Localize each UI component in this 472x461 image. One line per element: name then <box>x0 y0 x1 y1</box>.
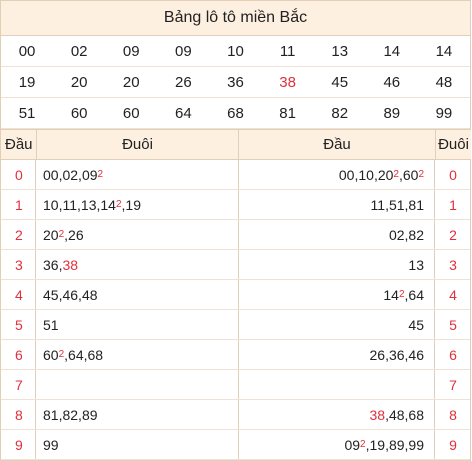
lotto-number: 00 <box>1 36 54 67</box>
dau-right-cell: 26, 36, 46 <box>239 340 435 369</box>
dau-left-cell: 3 <box>1 250 36 279</box>
duoi-right-cell: 3 <box>449 256 457 273</box>
dau-right-cell: 13 <box>239 250 435 279</box>
dau-right-cell: 09 2, 19, 89, 99 <box>239 430 435 459</box>
dau-left-cell: 4 <box>1 280 36 309</box>
duoi-left-cell: 10, 11, 13, 14 2, 19 <box>43 196 141 213</box>
head-tail-header: Đầu Đuôi Đầu Đuôi <box>1 129 471 160</box>
duoi-right-cell: 4 <box>449 286 457 303</box>
column-divider <box>238 220 239 249</box>
duoi-right-cell: 0 <box>449 166 457 183</box>
duoi-left-cell: 00, 02, 09 2 <box>43 166 104 183</box>
lotto-number: 09 <box>157 36 210 67</box>
lotto-number: 45 <box>313 67 366 98</box>
table-row: 5 51 45 5 <box>1 310 470 340</box>
dau-left-cell: 1 <box>1 190 36 219</box>
lotto-number: 36 <box>209 67 262 98</box>
duoi-left-cell: 20 2, 26 <box>43 226 84 243</box>
dau-right-cell: 00, 10, 20 2, 60 2 <box>239 160 435 189</box>
lotto-number: 02 <box>53 36 106 67</box>
column-divider <box>238 190 239 219</box>
lotto-number: 38 <box>261 67 314 98</box>
dau-left-cell: 0 <box>1 160 36 189</box>
dau-left-cell: 7 <box>1 370 36 399</box>
column-divider <box>238 430 239 459</box>
duoi-left-cell: 81, 82, 89 <box>43 406 98 423</box>
head-tail-rows: 0 00, 02, 09 2 00, 10, 20 2, 60 2 0 1 10, 11, 13… <box>1 160 470 460</box>
lotto-number: 26 <box>157 67 210 98</box>
duoi-right-cell: 9 <box>449 436 457 453</box>
dau-left-cell: 8 <box>1 400 36 429</box>
duoi-left-cell: 60 2, 64, 68 <box>43 346 104 363</box>
duoi-left-cell: 45, 46, 48 <box>43 286 98 303</box>
dau-left-cell: 9 <box>1 430 36 459</box>
lotto-number: 64 <box>157 98 210 129</box>
lotto-number: 11 <box>261 36 314 67</box>
duoi-right-cell: 6 <box>449 346 457 363</box>
duoi-left-cell: 99 <box>43 436 59 453</box>
lotto-number: 99 <box>417 98 470 129</box>
lotto-number: 81 <box>261 98 314 129</box>
lotto-number: 89 <box>365 98 418 129</box>
table-row: 0 00, 02, 09 2 00, 10, 20 2, 60 2 0 <box>1 160 470 190</box>
dau-left-cell: 2 <box>1 220 36 249</box>
dau-right-cell: 11, 51, 81 <box>239 190 435 219</box>
lotto-number: 14 <box>417 36 470 67</box>
column-divider <box>238 160 239 189</box>
dau-left-cell: 6 <box>1 340 36 369</box>
table-row: 8 81, 82, 89 38, 48, 68 8 <box>1 400 470 430</box>
duoi-right-cell: 1 <box>449 196 457 213</box>
column-divider <box>238 280 239 309</box>
dau-right-cell <box>239 370 435 399</box>
duoi-right-header: Đuôi <box>435 130 471 160</box>
column-divider <box>238 400 239 429</box>
table-row: 4 45, 46, 48 14 2, 64 4 <box>1 280 470 310</box>
lotto-number: 20 <box>105 67 158 98</box>
table-row: 9 99 09 2, 19, 89, 99 9 <box>1 430 470 460</box>
lotto-number: 82 <box>313 98 366 129</box>
dau-right-cell: 14 2, 64 <box>239 280 435 309</box>
dau-right-header: Đầu <box>239 130 435 160</box>
lotto-number: 48 <box>417 67 470 98</box>
lotto-number-grid: 00 02 09 09 10 11 13 14 14 19 20 20 26 36 38 45 46 48 51 60… <box>1 36 470 129</box>
duoi-right-cell: 2 <box>449 226 457 243</box>
dau-right-cell: 45 <box>239 310 435 339</box>
duoi-right-cell: 8 <box>449 406 457 423</box>
lotto-number: 13 <box>313 36 366 67</box>
table-row: 1 10, 11, 13, 14 2, 19 11, 51, 81 1 <box>1 190 470 220</box>
duoi-right-cell: 7 <box>449 376 457 393</box>
duoi-left-cell: 51 <box>43 316 59 333</box>
table-row: 2 20 2, 26 02, 82 2 <box>1 220 470 250</box>
duoi-left-header: Đuôi <box>36 130 238 160</box>
dau-left-header: Đầu <box>1 130 36 160</box>
column-divider <box>238 250 239 279</box>
duoi-left-cell <box>36 370 238 399</box>
duoi-right-cell: 5 <box>449 316 457 333</box>
table-title: Bảng lô tô miền Bắc <box>1 1 470 36</box>
dau-left-cell: 5 <box>1 310 36 339</box>
column-divider <box>238 340 239 369</box>
column-divider <box>238 370 239 399</box>
column-divider <box>238 310 239 339</box>
table-row: 6 60 2, 64, 68 26, 36, 46 6 <box>1 340 470 370</box>
dau-right-cell: 02, 82 <box>239 220 435 249</box>
lotto-number: 19 <box>1 67 54 98</box>
lotto-number: 20 <box>53 67 106 98</box>
lotto-number: 09 <box>105 36 158 67</box>
dau-right-cell: 38, 48, 68 <box>239 400 435 429</box>
column-divider <box>238 130 239 160</box>
lotto-number: 60 <box>105 98 158 129</box>
lotto-number: 60 <box>53 98 106 129</box>
lotto-number: 14 <box>365 36 418 67</box>
duoi-left-cell: 36, 38 <box>43 256 79 273</box>
lotto-number: 51 <box>1 98 54 129</box>
lotto-number: 46 <box>365 67 418 98</box>
lotto-number: 10 <box>209 36 262 67</box>
lotto-number: 68 <box>209 98 262 129</box>
table-row: 3 36, 38 13 3 <box>1 250 470 280</box>
